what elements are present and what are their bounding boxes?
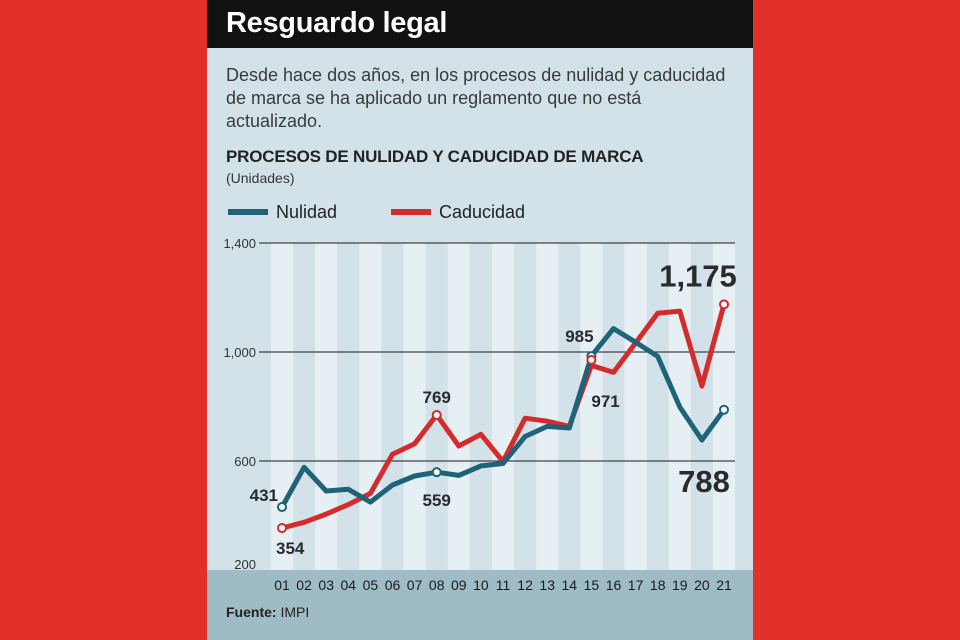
data-point-marker	[431, 467, 442, 478]
legend-swatch-nulidad	[228, 209, 268, 215]
y-tick-label: 1,400	[223, 236, 256, 251]
data-point-marker	[719, 299, 729, 310]
x-tick-label: 03	[318, 577, 334, 593]
x-tick-label: 11	[496, 577, 511, 593]
data-point-marker	[586, 354, 597, 365]
header-bar: Resguardo legal	[207, 0, 753, 48]
line-chart: 1,400 1,000 600 200 01 02 03 04 05 06 07 08 09 10 11 12…	[207, 236, 753, 640]
data-point-marker	[719, 404, 729, 415]
column-stripe	[403, 243, 426, 570]
column-stripe	[359, 243, 382, 570]
page-title: Resguardo legal	[226, 7, 448, 39]
y-tick-label: 600	[234, 454, 256, 469]
x-tick-label: 04	[341, 577, 357, 593]
legend-swatch-caducidad	[391, 209, 431, 215]
column-stripe	[580, 243, 603, 570]
legend-item-nulidad: Nulidad	[228, 200, 337, 224]
x-tick-label: 09	[451, 577, 467, 593]
legend-item-caducidad: Caducidad	[391, 200, 525, 224]
x-tick-label: 07	[407, 577, 423, 593]
chart-title: PROCESOS DE NULIDAD Y CADUCIDAD DE MARCA	[226, 147, 644, 166]
x-tick-label: 10	[473, 577, 489, 593]
data-label: 354	[276, 539, 305, 558]
x-tick-label: 12	[517, 577, 533, 593]
data-point-marker	[277, 523, 287, 534]
x-tick-label: 06	[385, 577, 401, 593]
intro-text: Desde hace dos años, en los procesos de …	[226, 65, 726, 131]
column-stripe	[536, 243, 559, 570]
data-label: 431	[250, 486, 278, 505]
data-label: 1,175	[659, 258, 737, 293]
x-tick-label: 17	[628, 577, 644, 593]
x-tick-label: 16	[606, 577, 622, 593]
column-stripe	[624, 243, 647, 570]
legend-label-nulidad: Nulidad	[276, 201, 338, 222]
x-tick-label: 01	[274, 577, 290, 593]
x-tick-label: 05	[363, 577, 379, 593]
x-tick-label: 19	[672, 577, 688, 593]
data-label: 559	[423, 491, 451, 510]
series-line-nulidad	[279, 326, 727, 510]
column-stripe	[491, 243, 515, 570]
data-label: 985	[565, 327, 593, 346]
source-label: Fuente:	[226, 604, 277, 620]
infographic-panel: Resguardo legal Desde hace dos años, en …	[207, 0, 753, 640]
x-tick-label: 02	[296, 577, 312, 593]
x-tick-label: 18	[650, 577, 666, 593]
x-tick-label: 13	[539, 577, 555, 593]
y-tick-label: 200	[234, 557, 256, 572]
source-note: Fuente: IMPI	[226, 604, 309, 620]
column-stripe	[315, 243, 338, 570]
chart-units: (Unidades)	[226, 170, 295, 186]
data-point-marker	[431, 409, 442, 420]
x-tick-label: 21	[716, 577, 732, 593]
column-stripe	[447, 243, 470, 570]
x-axis-band	[207, 570, 753, 640]
data-label: 769	[423, 388, 451, 407]
y-tick-label: 1,000	[223, 345, 256, 360]
data-point-marker	[277, 502, 287, 513]
column-stripe	[270, 243, 294, 570]
source-value: IMPI	[280, 604, 310, 620]
x-tick-label: 14	[562, 577, 578, 593]
x-tick-label: 15	[584, 577, 600, 593]
data-label: 971	[591, 392, 619, 411]
data-label: 788	[678, 464, 730, 499]
x-tick-label: 08	[429, 577, 445, 593]
x-tick-label: 20	[694, 577, 710, 593]
legend-label-caducidad: Caducidad	[439, 201, 526, 222]
